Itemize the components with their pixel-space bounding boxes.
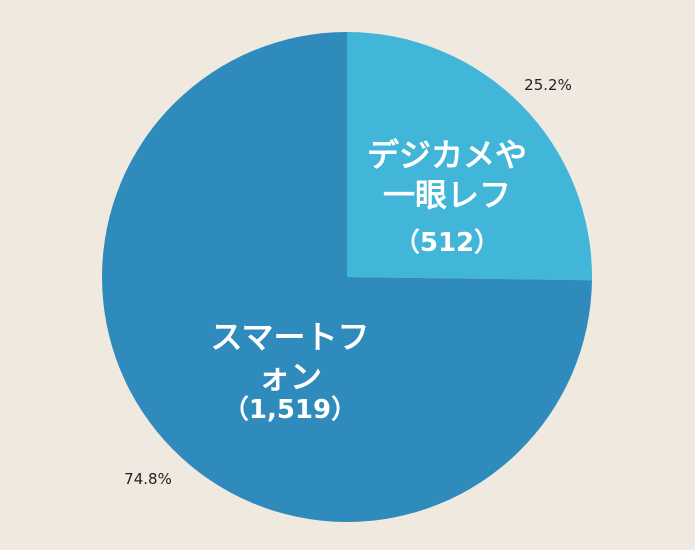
- count-label: （1,519）: [222, 394, 358, 425]
- slice-label: デジカメや一眼レフ: [366, 136, 527, 214]
- count-label: （512）: [393, 227, 501, 258]
- pie-slice: [101, 32, 592, 522]
- slice-label: スマートフォン: [210, 318, 370, 396]
- percent-label: 74.8%: [124, 470, 172, 488]
- percent-label: 25.2%: [524, 76, 572, 94]
- pie-slice: [347, 32, 592, 281]
